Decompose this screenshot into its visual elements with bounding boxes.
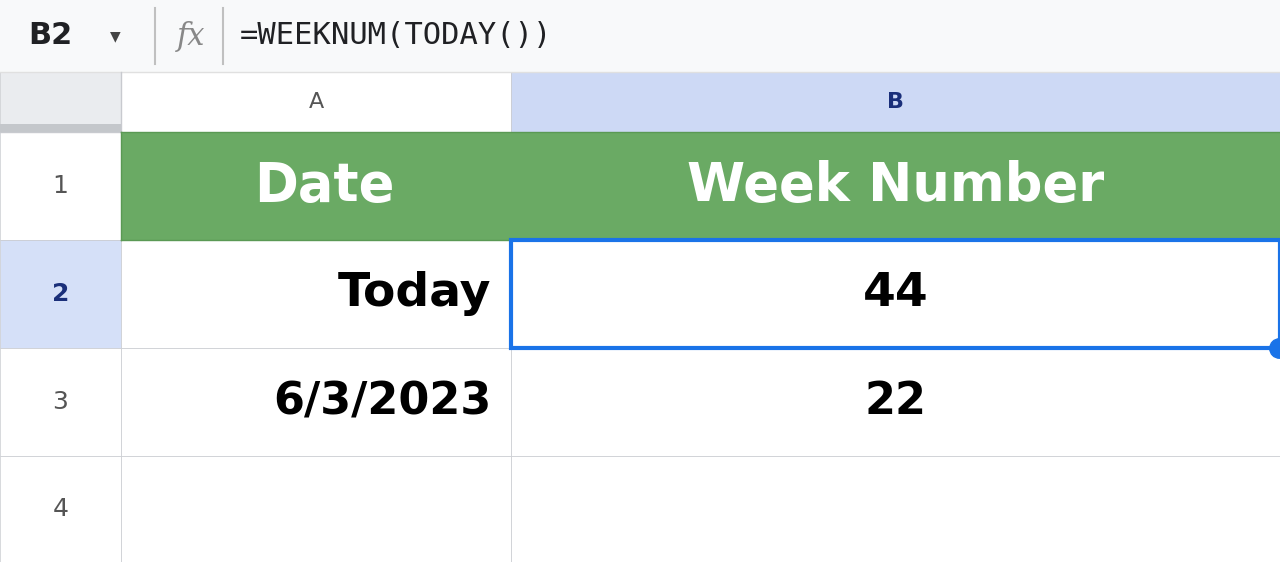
Text: 1: 1 <box>52 174 68 198</box>
Bar <box>0 132 122 240</box>
Text: A: A <box>308 92 324 112</box>
Bar <box>0 240 122 348</box>
Bar <box>0 72 122 124</box>
Text: 2: 2 <box>51 282 69 306</box>
Bar <box>122 348 511 456</box>
Text: 6/3/2023: 6/3/2023 <box>273 380 492 424</box>
Bar <box>122 72 511 132</box>
Bar <box>0 124 122 132</box>
Text: fx: fx <box>177 20 205 52</box>
Text: ▼: ▼ <box>110 29 120 43</box>
Bar <box>511 240 1280 348</box>
Bar <box>122 456 511 562</box>
Text: Week Number: Week Number <box>687 160 1105 212</box>
Bar <box>0 0 1280 72</box>
Text: 22: 22 <box>864 380 927 424</box>
Bar <box>122 240 511 348</box>
Bar <box>0 0 155 72</box>
Text: B: B <box>887 92 904 112</box>
Bar <box>511 348 1280 456</box>
Text: =WEEKNUM(TODAY()): =WEEKNUM(TODAY()) <box>241 21 553 51</box>
Bar <box>511 456 1280 562</box>
Text: 44: 44 <box>863 271 928 316</box>
Text: B2: B2 <box>28 21 72 51</box>
Text: Date: Date <box>253 160 394 212</box>
Text: 3: 3 <box>52 390 68 414</box>
Bar <box>0 348 122 456</box>
Bar <box>0 456 122 562</box>
Text: 4: 4 <box>52 497 69 521</box>
Bar <box>511 132 1280 240</box>
Bar <box>122 132 511 240</box>
Text: Today: Today <box>338 271 492 316</box>
Bar <box>511 72 1280 132</box>
